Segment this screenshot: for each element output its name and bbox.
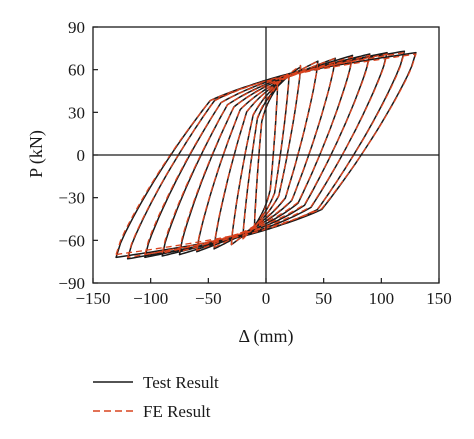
x-axis-title: Δ (mm) — [238, 326, 293, 347]
x-tick-label: 0 — [262, 289, 271, 308]
hysteresis-loop — [161, 54, 371, 254]
legend: Test Result FE Result — [93, 373, 219, 421]
hysteresis-loop — [253, 83, 279, 230]
y-tick-label: 60 — [68, 61, 85, 80]
y-axis-title: P (kN) — [26, 130, 47, 178]
y-tick-label: 0 — [77, 146, 86, 165]
hysteresis-loop — [115, 53, 417, 256]
y-tick-label: −30 — [58, 189, 85, 208]
x-tick-label: 50 — [315, 289, 332, 308]
y-tick-label: −90 — [58, 274, 85, 293]
hysteresis-loop — [213, 60, 319, 249]
axes: −150 −100 −50 0 50 100 150 −90 −60 −30 0 30 60 90 — [58, 18, 451, 308]
y-tick-label: 30 — [68, 103, 85, 122]
y-tick-label: 90 — [68, 18, 85, 37]
x-tick-label: 100 — [369, 289, 395, 308]
series-fe-result — [115, 51, 417, 259]
hysteresis-loop — [178, 56, 354, 253]
x-tick-label: 150 — [426, 289, 452, 308]
x-tick-label: −100 — [133, 289, 168, 308]
plot-area — [115, 50, 417, 260]
legend-label: FE Result — [143, 402, 211, 421]
legend-label: Test Result — [143, 373, 219, 392]
hysteresis-loop — [144, 53, 388, 256]
x-tick-label: −150 — [75, 289, 110, 308]
hysteresis-loop — [242, 71, 290, 240]
hysteresis-loop — [126, 51, 406, 259]
y-tick-label: −60 — [58, 231, 85, 250]
x-tick-label: −50 — [195, 289, 222, 308]
